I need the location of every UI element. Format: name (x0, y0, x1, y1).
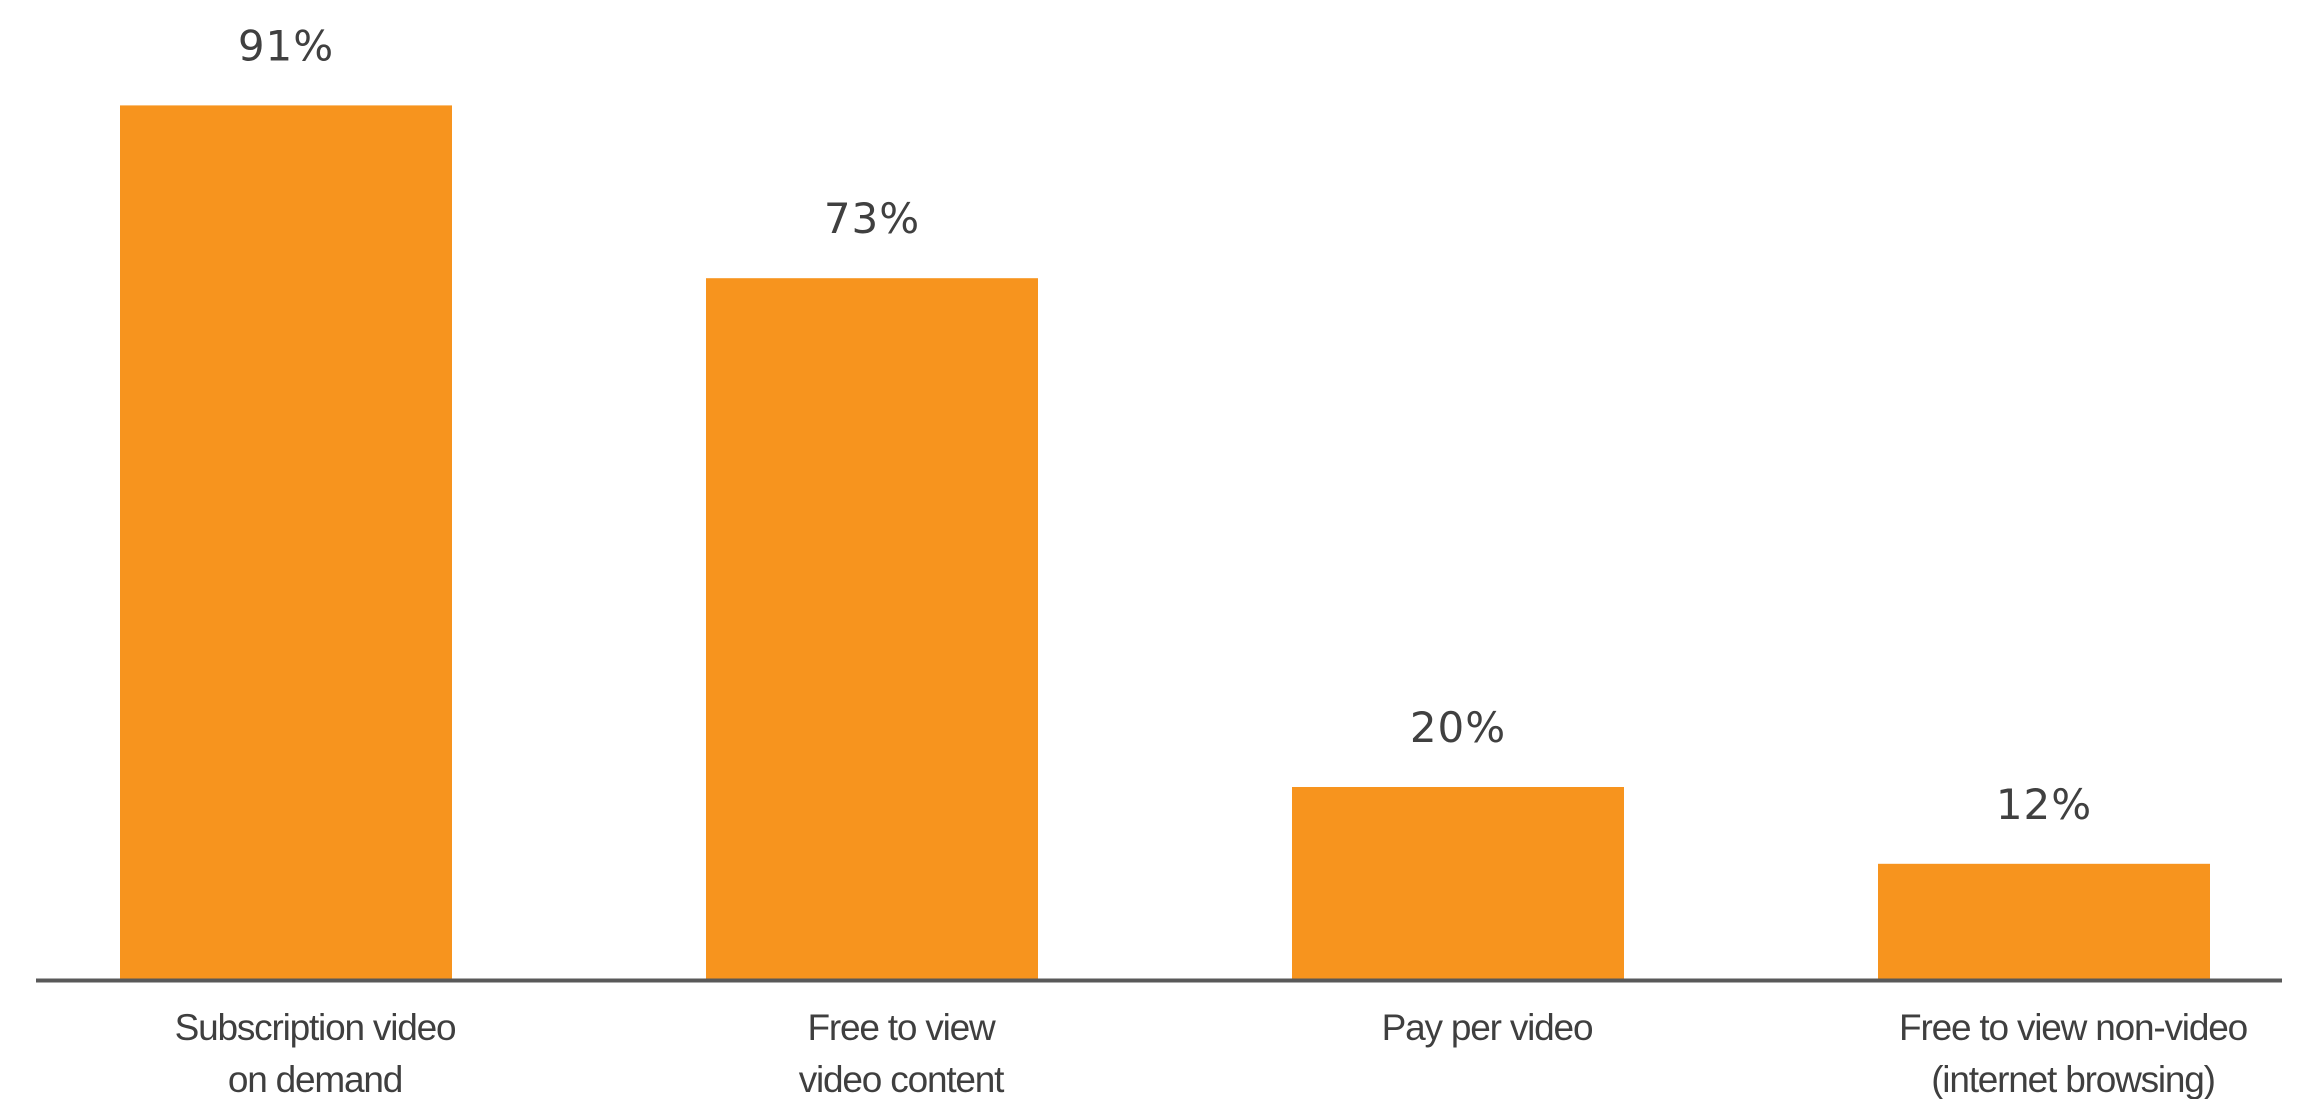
category-label-3: Pay per video (1382, 1007, 1593, 1048)
value-label-1: 91% (238, 21, 334, 70)
category-label-line: Free to view (807, 1007, 996, 1048)
category-label-1: Subscription video on demand (175, 1007, 456, 1099)
category-label-line: video content (799, 1059, 1005, 1099)
bar-4 (1878, 863, 2210, 979)
category-label-line: on demand (228, 1059, 402, 1099)
category-label-2: Free to view video content (799, 1007, 1005, 1099)
category-label-line: Pay per video (1382, 1007, 1593, 1048)
bars-group (120, 105, 2210, 979)
bar-3 (1292, 787, 1624, 979)
category-label-line: Free to view non-video (1899, 1007, 2248, 1048)
value-label-3: 20% (1410, 703, 1506, 752)
bar-1 (120, 105, 452, 979)
value-label-4: 12% (1996, 780, 2092, 829)
category-labels-group: Subscription video on demand Free to view v… (175, 1007, 2249, 1099)
bar-2 (706, 278, 1038, 979)
category-label-line: (internet browsing) (1931, 1059, 2215, 1099)
category-label-4: Free to view non-video (internet browsing… (1899, 1007, 2248, 1099)
category-label-line: Subscription video (175, 1007, 456, 1048)
value-label-2: 73% (824, 194, 920, 243)
value-labels-group: 91% 73% 20% 12% (238, 21, 2092, 829)
